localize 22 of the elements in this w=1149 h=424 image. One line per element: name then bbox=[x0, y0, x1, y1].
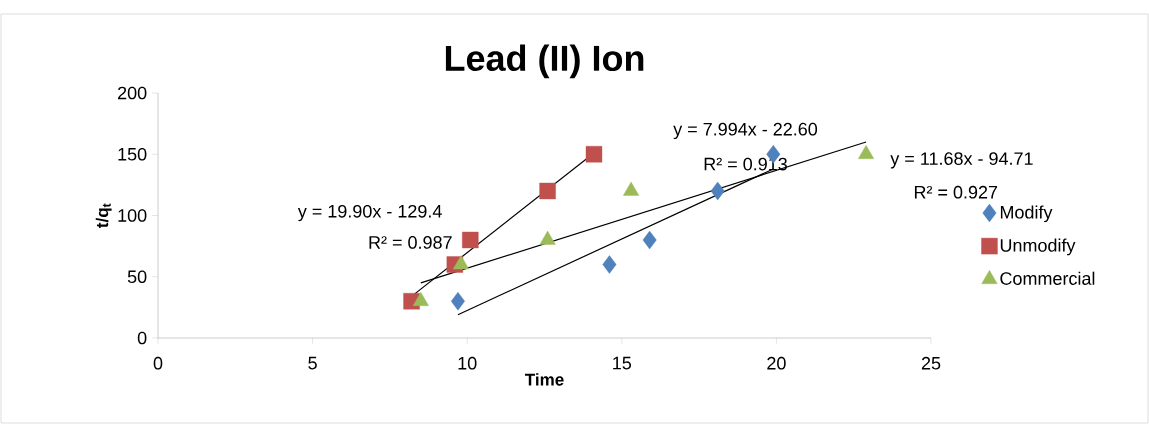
legend-label: Modify bbox=[1000, 205, 1053, 223]
x-axis-title: Time bbox=[525, 373, 564, 386]
y-tick-label: 150 bbox=[118, 147, 147, 161]
legend-label: Unmodify bbox=[1000, 238, 1076, 256]
y-tick-label: 50 bbox=[127, 270, 147, 284]
x-tick-label: 10 bbox=[458, 356, 477, 370]
x-tick-label: 5 bbox=[308, 356, 317, 370]
y-tick-label: 200 bbox=[118, 86, 147, 100]
annotation: R² = 0.927 bbox=[914, 185, 998, 199]
annotation: R² = 0.987 bbox=[369, 236, 452, 249]
annotation: y = 7.994x - 22.60 bbox=[673, 122, 818, 140]
legend-label: Commercial bbox=[1000, 271, 1095, 285]
y-tick-label: 0 bbox=[137, 331, 147, 345]
x-tick-label: 25 bbox=[921, 356, 941, 370]
annotation: y = 19.90x - 129.4 bbox=[297, 204, 442, 222]
x-tick-label: 0 bbox=[153, 356, 163, 370]
x-tick-label: 15 bbox=[613, 356, 632, 370]
y-axis-title: t/q$_{t}$ bbox=[95, 203, 112, 228]
annotation: y = 11.68x - 94.71 bbox=[890, 152, 1033, 169]
y-tick-label: 100 bbox=[118, 209, 147, 222]
x-tick-label: 20 bbox=[767, 356, 786, 370]
chart-title: Lead (II) Ion bbox=[445, 44, 644, 79]
